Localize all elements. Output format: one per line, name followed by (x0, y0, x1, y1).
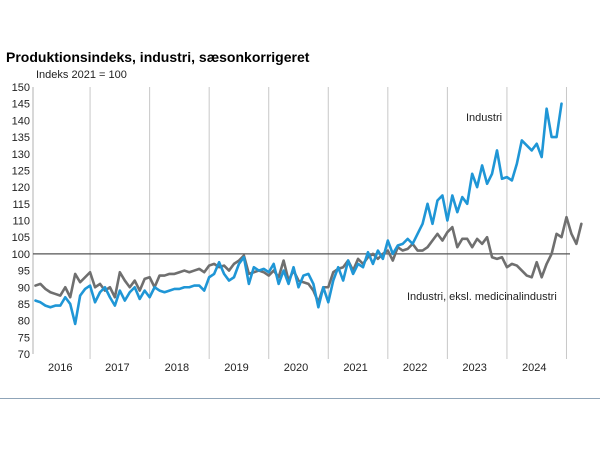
x-tick-label: 2018 (165, 362, 189, 374)
y-tick-label: 135 (12, 132, 30, 144)
x-tick-label: 2017 (105, 362, 129, 374)
x-tick-label: 2019 (224, 362, 248, 374)
y-tick-label: 70 (18, 349, 30, 361)
chart-title: Produktionsindeks, industri, sæsonkorrig… (6, 49, 310, 65)
y-tick-label: 110 (12, 216, 30, 228)
annotations: Industri Industri, eksl. medicinalindustr… (407, 112, 557, 303)
y-axis-label: Indeks 2021 = 100 (36, 69, 127, 81)
bottom-divider (0, 398, 600, 399)
series-label-industri: Industri (466, 112, 502, 124)
series-line-industri (34, 102, 563, 326)
y-tick-label: 85 (18, 299, 30, 311)
x-tick-label: 2016 (48, 362, 72, 374)
y-tick-label: 150 (12, 82, 30, 94)
y-tick-label: 125 (12, 165, 30, 177)
x-tick-labels: 2016 2017 2018 2019 2020 2021 2022 2023 2024 (48, 362, 546, 374)
y-tick-labels: 70 75 80 85 90 95 100 105 110 115 120 125 130 135 140 1… (12, 82, 30, 361)
y-tick-label: 115 (12, 199, 30, 211)
y-tick-label: 105 (12, 232, 30, 244)
y-tick-label: 145 (12, 99, 30, 111)
x-tick-label: 2022 (403, 362, 427, 374)
y-tick-label: 95 (18, 266, 30, 278)
y-tick-label: 140 (12, 115, 30, 127)
series-label-industri-ekskl: Industri, eksl. medicinalindustri (407, 291, 557, 303)
x-tick-label: 2020 (284, 362, 308, 374)
grid (32, 87, 567, 359)
y-tick-label: 130 (12, 149, 30, 161)
series-group (34, 102, 583, 326)
x-tick-label: 2021 (343, 362, 367, 374)
y-tick-label: 75 (18, 332, 30, 344)
series-line-industri-ekskl-medicinal (34, 215, 583, 304)
y-tick-label: 80 (18, 316, 30, 328)
y-tick-label: 90 (18, 282, 30, 294)
line-chart: 70 75 80 85 90 95 100 105 110 115 120 125 130 135 140 1… (12, 82, 583, 374)
y-tick-label: 100 (12, 249, 30, 261)
y-tick-label: 120 (12, 182, 30, 194)
x-tick-label: 2023 (462, 362, 486, 374)
x-tick-label: 2024 (522, 362, 546, 374)
